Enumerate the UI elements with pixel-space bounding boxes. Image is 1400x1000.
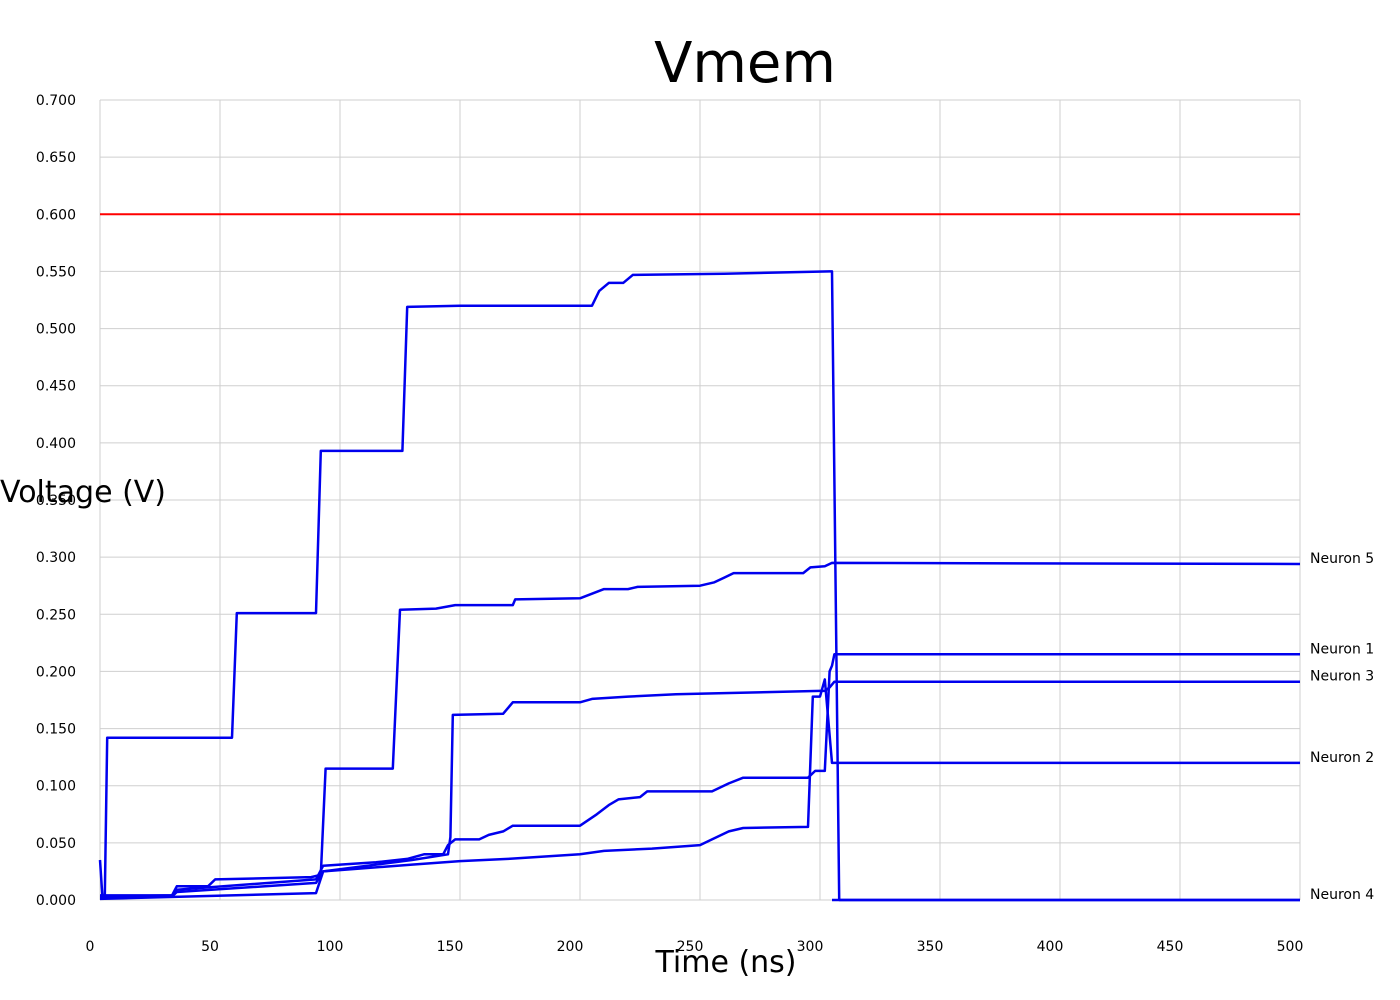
x-tick-label: 500 (1277, 939, 1304, 955)
series-label: Neuron 2 (1310, 750, 1374, 766)
grid (99, 99, 1301, 901)
y-tick-label: 0.250 (36, 607, 76, 623)
series-line-neuron-1 (99, 653, 1300, 898)
chart-title: Vmem (654, 31, 836, 96)
x-tick-label: 150 (437, 939, 464, 955)
series-label: Neuron 1 (1310, 641, 1374, 657)
x-tick-label: 100 (317, 939, 344, 955)
y-axis-title: Voltage (V) (0, 475, 166, 510)
y-tick-label: 0.550 (36, 264, 76, 280)
y-tick-label: 0.100 (36, 779, 76, 795)
y-tick-label: 0.150 (36, 722, 76, 738)
tick-labels: 0 50 100 150 200 250 300 350 400 450 500 0.000 0.050… (36, 93, 1303, 955)
y-tick-label: 0.450 (36, 379, 76, 395)
x-tick-label: 50 (201, 939, 219, 955)
series-line-neuron-5 (100, 561, 1301, 897)
series-line-neuron-2 (99, 678, 1300, 901)
series-label: Neuron 4 (1310, 887, 1374, 903)
y-tick-label: 0.650 (36, 150, 76, 166)
x-tick-label: 0 (86, 939, 95, 955)
y-tick-label: 0.000 (36, 893, 76, 909)
x-tick-label: 250 (677, 939, 704, 955)
x-axis-title: Time (ns) (654, 945, 796, 980)
y-tick-label: 0.050 (36, 836, 76, 852)
series-label: Neuron 5 (1310, 551, 1374, 567)
y-tick-label: 0.300 (36, 550, 76, 566)
x-tick-label: 200 (557, 939, 584, 955)
x-tick-label: 300 (797, 939, 824, 955)
x-tick-label: 350 (917, 939, 944, 955)
x-tick-label: 450 (1157, 939, 1184, 955)
y-tick-label: 0.500 (36, 322, 76, 338)
series-label: Neuron 3 (1310, 669, 1374, 685)
series-lines (98, 270, 1301, 902)
y-tick-label: 0.400 (36, 436, 76, 452)
series-labels: Neuron 5 Neuron 1 Neuron 3 Neuron 2 Neuron 4 (1310, 551, 1374, 903)
y-tick-label: 0.700 (36, 93, 76, 109)
series-line-unlabeled-0 (98, 270, 1300, 902)
y-tick-label: 0.350 (36, 493, 76, 509)
x-tick-label: 400 (1037, 939, 1064, 955)
series-line-neuron-3 (99, 680, 1300, 899)
y-tick-label: 0.600 (36, 207, 76, 223)
y-tick-label: 0.200 (36, 664, 76, 680)
